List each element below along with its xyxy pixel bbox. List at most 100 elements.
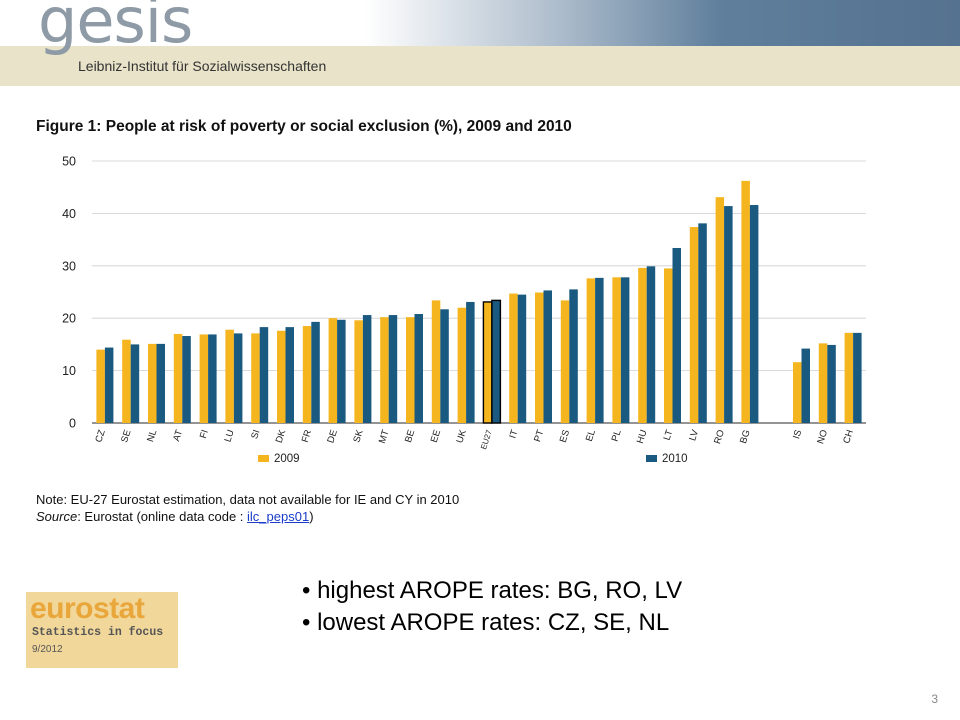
x-tick-label: PL: [610, 429, 624, 443]
bullet-lowest: • lowest AROPE rates: CZ, SE, NL: [302, 609, 670, 636]
bar-2010-no: [827, 344, 836, 423]
bar-2009-ee: [431, 300, 441, 423]
eurostat-logo: eurostat: [30, 592, 145, 625]
bar-2010-ee: [440, 309, 449, 423]
bar-2009-bg: [741, 180, 750, 423]
legend-label-2010: 2010: [662, 453, 688, 465]
bullet-list: • highest AROPE rates: BG, RO, LV • lowe…: [302, 575, 682, 639]
bar-2010-es: [569, 289, 578, 423]
bar-2010-lt: [672, 247, 681, 423]
header-band: [0, 46, 960, 86]
x-tick-label: BG: [738, 429, 753, 445]
legend-label-2009: 2009: [274, 453, 300, 465]
bar-2010-sk: [362, 315, 372, 423]
bar-2010-de: [337, 319, 346, 423]
y-tick-label: 10: [62, 364, 76, 378]
bar-2009-lu: [225, 329, 234, 423]
x-tick-label: HU: [635, 428, 650, 445]
legend-swatch-2009: [258, 455, 269, 462]
bar-2009-mt: [380, 317, 389, 423]
bar-2009-hu: [638, 267, 647, 423]
bar-2009-is: [793, 362, 802, 423]
bar-2009-pl: [612, 277, 621, 423]
bar-2009-eu27: [482, 301, 493, 424]
y-tick-label: 0: [69, 417, 76, 431]
bar-2009-se: [122, 339, 131, 423]
bar-2009-fi: [199, 334, 209, 423]
bar-2010-ch: [853, 332, 862, 423]
bar-2009-be: [406, 317, 415, 423]
bar-2010-it: [517, 294, 527, 423]
institute-subtitle: Leibniz-Institut für Sozialwissenschafte…: [78, 58, 327, 74]
bar-2010-hu: [646, 266, 656, 423]
y-tick-label: 30: [62, 259, 76, 273]
source-link[interactable]: ilc_peps01: [247, 509, 310, 524]
bar-2010-fr: [311, 321, 320, 423]
bar-2010-lu: [233, 333, 243, 423]
header-banner: gesis Leibniz-Institut für Sozialwissens…: [0, 0, 960, 86]
x-tick-label: UK: [454, 428, 469, 445]
x-tick-label: EU27: [479, 428, 494, 450]
bar-2010-pt: [543, 290, 552, 423]
y-tick-label: 50: [62, 155, 76, 169]
x-tick-label: DK: [274, 428, 289, 445]
bar-chart: 0 10 20 30 40 50 CZ SE NL AT FI LU SI DK FR DE SK MT BE EE U…: [62, 155, 866, 465]
bar-2010-eu27: [491, 299, 502, 424]
bar-2009-fr: [302, 326, 312, 423]
bar-2009-sk: [354, 320, 363, 423]
bar-2009-si: [251, 333, 260, 423]
bar-2009-pt: [535, 292, 544, 423]
x-tick-label: RO: [712, 429, 727, 446]
x-tick-label: EL: [584, 429, 598, 443]
bar-2010-si: [259, 327, 269, 423]
x-tick-label: FI: [198, 429, 211, 440]
x-tick-label: IS: [791, 429, 804, 441]
x-tick-label: LT: [662, 428, 676, 441]
bar-2010-at: [182, 336, 191, 423]
bar-2009-ro: [715, 197, 725, 423]
bar-2009-uk: [457, 307, 467, 423]
x-tick-label: ES: [558, 429, 572, 444]
x-tick-label: LV: [687, 428, 701, 442]
x-tick-label: SK: [351, 428, 366, 444]
figure-title: Figure 1: People at risk of poverty or s…: [36, 118, 572, 135]
bar-2010-be: [414, 314, 423, 423]
bar-2010-lv: [698, 223, 707, 423]
eurostat-badge: eurostat Statistics in focus 9/2012: [26, 592, 178, 668]
bar-2010-se: [130, 344, 140, 423]
bar-2009-lt: [664, 268, 673, 423]
bullet-highest: • highest AROPE rates: BG, RO, LV: [302, 577, 683, 604]
bar-2010-nl: [156, 343, 165, 423]
x-tick-label: DE: [325, 429, 340, 445]
bar-2009-ch: [844, 332, 854, 423]
x-tick-label: SI: [249, 429, 262, 441]
bar-2010-dk: [285, 327, 294, 423]
bar-2009-no: [818, 343, 828, 423]
bar-2009-at: [173, 333, 183, 423]
bar-2009-el: [586, 278, 596, 423]
x-tick-label: AT: [171, 428, 185, 442]
bar-2010-ro: [724, 206, 733, 423]
gesis-logo: gesis: [38, 0, 193, 57]
x-tick-label: CZ: [93, 428, 107, 444]
source-label: Source: [36, 509, 78, 524]
x-tick-label: NL: [145, 429, 159, 444]
source-text: : Eurostat (online data code :: [77, 509, 248, 524]
eurostat-date: 9/2012: [32, 644, 63, 655]
bar-2009-es: [560, 300, 570, 423]
bar-2009-dk: [277, 330, 286, 423]
y-tick-label: 20: [62, 312, 76, 326]
x-tick-label: IT: [507, 428, 520, 440]
bar-2010-cz: [104, 347, 114, 423]
bar-2010-is: [801, 348, 810, 423]
bar-2009-nl: [148, 343, 157, 423]
x-tick-label: BE: [403, 429, 417, 444]
x-tick-label: CH: [841, 428, 856, 445]
source-end: ): [309, 509, 314, 524]
bar-2010-mt: [388, 315, 398, 423]
x-tick-label: EE: [429, 429, 443, 444]
bar-2010-fi: [208, 334, 217, 423]
legend-swatch-2010: [646, 455, 657, 462]
note-text: Note: EU-27 Eurostat estimation, data no…: [36, 492, 460, 507]
bar-2009-de: [328, 318, 338, 423]
